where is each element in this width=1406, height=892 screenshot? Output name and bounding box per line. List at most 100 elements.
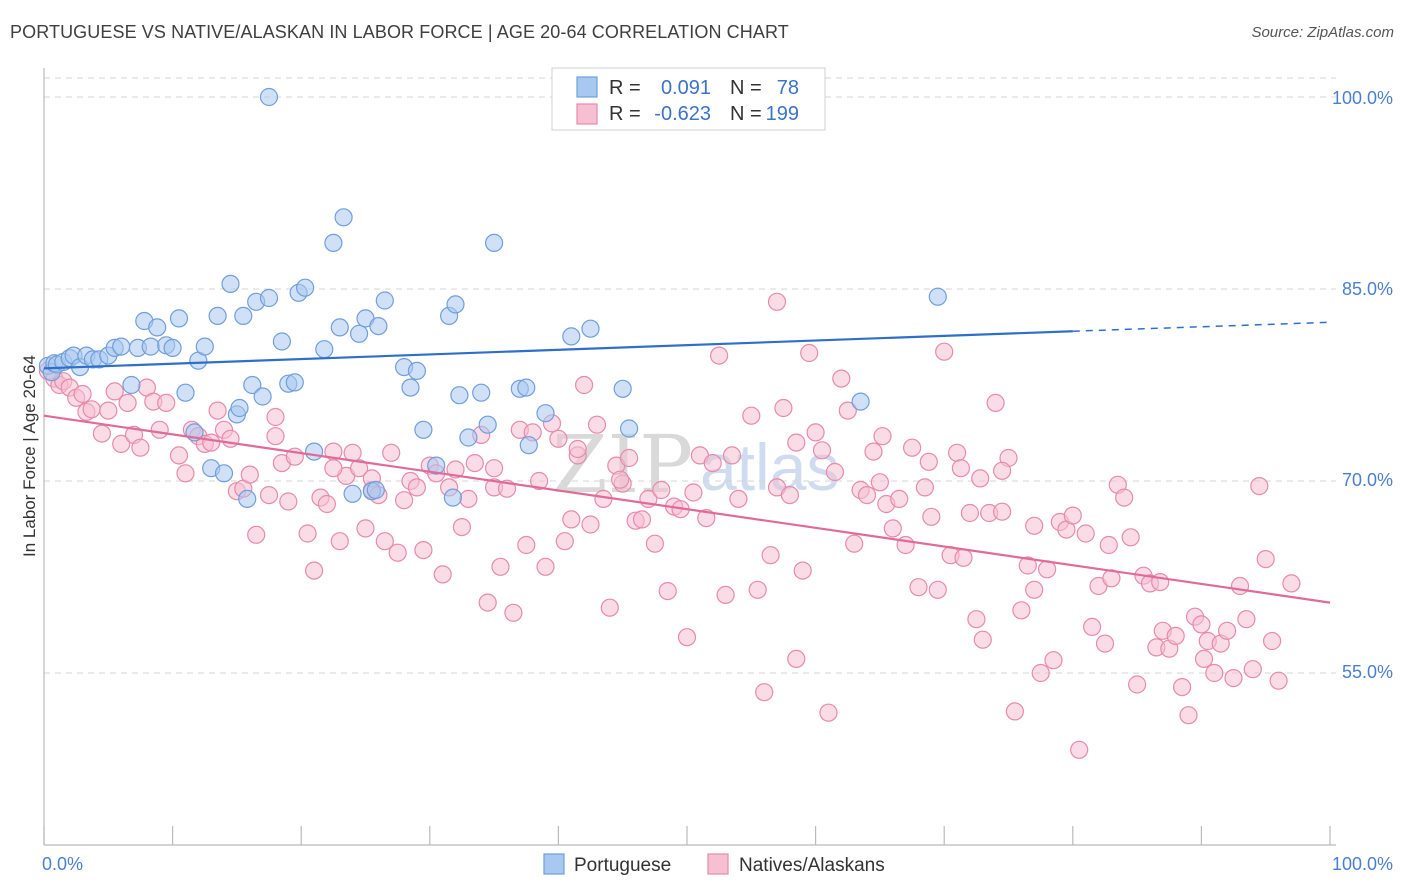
point-natives-46 — [350, 459, 369, 478]
point-natives-51 — [382, 443, 401, 462]
legend-r-label-2: R = — [609, 103, 641, 125]
point-natives-100 — [697, 508, 716, 528]
point-natives-173 — [1172, 677, 1192, 697]
point-natives-203 — [1025, 516, 1044, 535]
point-natives-31 — [240, 465, 259, 484]
point-natives-92 — [645, 534, 665, 553]
point-natives-113 — [787, 649, 806, 669]
point-portuguese-32 — [234, 306, 253, 325]
legend: R = 0.091 N = 78 R = -0.623 N = 199 — [551, 67, 826, 131]
point-natives-18 — [150, 420, 169, 439]
point-natives-50 — [375, 532, 394, 551]
point-portuguese-17 — [141, 337, 160, 356]
point-natives-190 — [767, 292, 787, 311]
point-natives-118 — [819, 703, 838, 722]
point-natives-109 — [761, 546, 780, 565]
x-axis-ticks — [43, 826, 1331, 845]
point-natives-53 — [395, 491, 414, 510]
point-portuguese-65 — [459, 428, 478, 447]
point-natives-116 — [806, 423, 825, 442]
legend-r-value-1: 0.091 — [661, 77, 711, 99]
point-portuguese-33 — [238, 489, 257, 508]
point-natives-52 — [388, 543, 407, 562]
point-natives-182 — [1230, 576, 1250, 596]
point-portuguese-18 — [148, 318, 167, 337]
legend-swatch-portuguese — [576, 76, 598, 98]
point-portuguese-62 — [443, 488, 462, 507]
point-portuguese-39 — [272, 332, 291, 351]
point-natives-172 — [1166, 626, 1185, 646]
point-portuguese-37 — [259, 288, 279, 308]
point-natives-161 — [1095, 634, 1115, 653]
point-natives-114 — [793, 561, 812, 580]
point-natives-117 — [812, 441, 832, 460]
point-portuguese-49 — [343, 484, 362, 503]
point-portuguese-58 — [407, 361, 426, 380]
trend-line-portuguese-extension — [1072, 321, 1331, 332]
point-natives-61 — [446, 460, 465, 479]
point-natives-120 — [832, 369, 851, 388]
point-natives-78 — [555, 532, 574, 551]
point-portuguese-21 — [169, 309, 189, 328]
point-natives-204 — [1099, 535, 1118, 555]
point-natives-112 — [780, 486, 800, 505]
point-natives-128 — [883, 519, 902, 538]
point-portuguese-57 — [401, 378, 420, 397]
y-tick-label-85: 85.0% — [1342, 279, 1393, 299]
point-portuguese-72 — [536, 404, 555, 423]
point-portuguese-55 — [375, 291, 394, 310]
point-natives-47 — [356, 519, 375, 538]
y-tick-label-100: 100.0% — [1332, 88, 1393, 108]
point-natives-62 — [452, 517, 471, 537]
point-natives-197 — [787, 433, 806, 452]
point-natives-75 — [536, 557, 555, 576]
point-portuguese-71 — [519, 436, 538, 455]
point-natives-196 — [610, 470, 630, 489]
point-natives-108 — [755, 683, 774, 702]
point-natives-200 — [951, 459, 971, 478]
point-natives-145 — [992, 502, 1012, 521]
point-natives-97 — [677, 628, 697, 647]
point-natives-157 — [1070, 740, 1089, 759]
point-natives-164 — [1115, 488, 1134, 507]
point-natives-111 — [774, 398, 793, 418]
point-natives-19 — [157, 393, 176, 412]
point-natives-131 — [902, 438, 922, 457]
point-natives-189 — [1282, 574, 1301, 593]
point-natives-141 — [967, 610, 986, 629]
point-natives-124 — [857, 486, 877, 505]
data-points — [38, 87, 1301, 759]
point-natives-187 — [1262, 631, 1282, 651]
point-portuguese-27 — [208, 306, 227, 325]
point-natives-81 — [574, 375, 594, 395]
point-portuguese-74 — [581, 319, 600, 338]
point-natives-178 — [1205, 663, 1224, 683]
point-portuguese-44 — [305, 442, 324, 461]
point-natives-8 — [82, 400, 101, 419]
point-natives-55 — [407, 478, 426, 497]
point-natives-63 — [459, 489, 478, 508]
point-natives-122 — [845, 534, 864, 553]
point-natives-149 — [1018, 556, 1037, 575]
point-portuguese-77 — [851, 392, 870, 411]
trend-line-natives — [43, 414, 1331, 604]
point-natives-26 — [208, 401, 227, 420]
bottom-legend-label-portuguese: Portuguese — [574, 855, 671, 876]
trend-lines — [43, 321, 1331, 604]
point-natives-156 — [1063, 506, 1082, 525]
point-portuguese-73 — [562, 327, 581, 346]
point-natives-93 — [652, 480, 671, 500]
point-natives-181 — [1224, 668, 1243, 688]
point-natives-9 — [92, 424, 112, 443]
point-portuguese-25 — [195, 337, 214, 356]
bottom-legend-label-natives: Natives/Alaskans — [739, 855, 885, 876]
point-portuguese-75 — [613, 379, 632, 398]
point-natives-105 — [729, 489, 748, 508]
point-natives-133 — [915, 478, 935, 497]
point-natives-188 — [1269, 671, 1288, 690]
point-natives-195 — [485, 459, 504, 478]
legend-r-label-1: R = — [609, 77, 641, 99]
point-natives-140 — [960, 503, 980, 523]
point-natives-153 — [1044, 651, 1063, 670]
point-portuguese-46 — [324, 233, 343, 252]
